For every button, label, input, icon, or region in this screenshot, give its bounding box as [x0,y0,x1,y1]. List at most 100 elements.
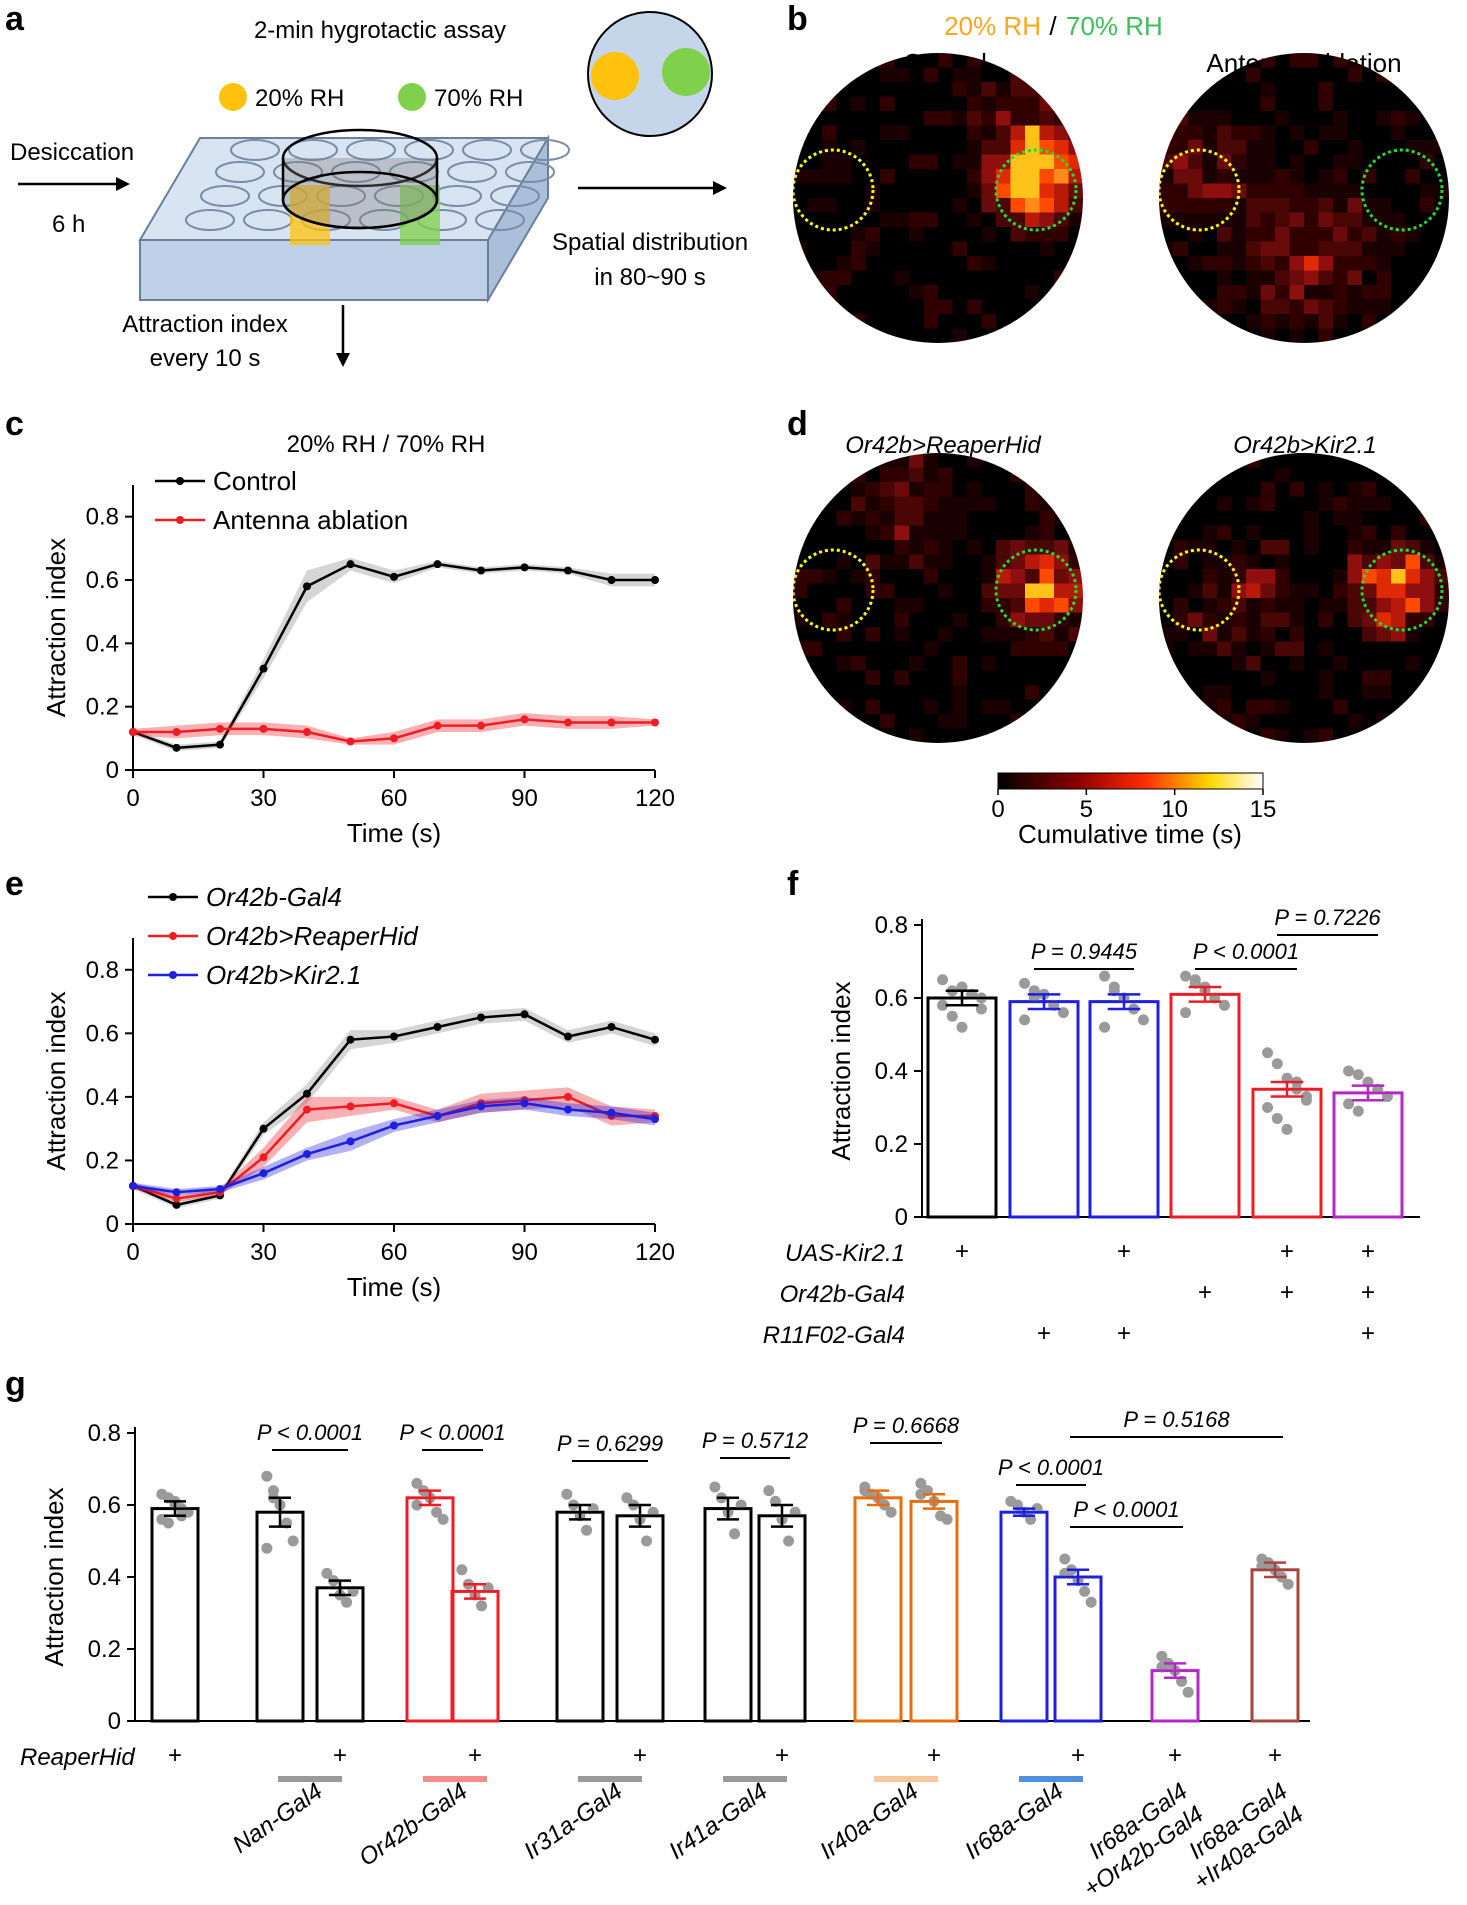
heatmap-cell [851,670,866,686]
heatmap-cell [1275,67,1290,83]
wet-zone-ring [1360,548,1444,632]
heatmap-cell [807,583,823,599]
heatmap-cell [1304,198,1319,213]
heatmap-cell [1159,656,1174,671]
heatmap-cell [1246,82,1261,97]
heatmap-cell [1391,453,1406,468]
heatmap-cell [894,583,910,599]
heatmap-cell [952,685,968,700]
heatmap-cell [1275,140,1290,155]
heatmap-cell [807,314,823,329]
heatmap-cell [1289,685,1305,700]
heatmap-cell [1405,583,1421,599]
well-icon [475,209,525,231]
data-point [411,1477,423,1489]
heatmap-cell [1318,627,1334,642]
data-point [172,1188,181,1197]
heatmap-cell [836,525,852,541]
heatmap-cell [1362,641,1377,657]
heatmap-cell [1188,82,1203,97]
heatmap-cell [1231,256,1247,271]
x-tick-label: 90 [511,785,538,812]
heatmap-cell [1304,111,1319,126]
heatmap-cell [1246,569,1261,584]
reaper-mark: + [1168,1742,1182,1769]
heatmap-cell [1275,699,1290,715]
heatmap-cell [1159,670,1174,686]
heatmap-cell [909,140,924,155]
heatmap-cell [1054,198,1069,213]
heatmap-cell [1231,111,1247,126]
heatmap-cell [996,285,1011,300]
heatmap-cell [1260,227,1276,242]
heatmap-cell [1068,111,1083,126]
heatmap-cell [1068,270,1083,286]
heatmap-cell [836,328,852,343]
data-point [1059,1553,1071,1565]
heatmap-cell [1405,641,1421,657]
heatmap-cell [1391,125,1406,141]
heatmap-cell [1304,670,1319,686]
heatmap-cell [1289,328,1305,343]
heatmap-cell [1231,554,1247,570]
heatmap-cell [923,554,939,570]
heatmap-cell [909,82,924,97]
heatmap-cell [1362,82,1377,97]
heatmap-cell [793,496,808,512]
heatmap-cell [1217,714,1232,729]
heatmap-cell [1275,612,1290,628]
heatmap-cell [1202,314,1218,329]
heatmap-cell [1376,96,1392,112]
bar [1332,1091,1404,1219]
heatmap-cell [822,496,837,512]
heatmap-cell [1275,53,1290,68]
heatmap-cell [938,198,953,213]
heatmap-cell [851,299,866,315]
data-point [1343,1065,1355,1077]
heatmap-cell [1173,685,1189,700]
heatmap-cell [1362,314,1377,329]
heatmap-cell [938,482,953,497]
heatmap-cell [1434,627,1449,642]
heatmap-cell [1260,140,1276,155]
heatmap-cell [1260,111,1276,126]
heatmap-cell [1304,212,1319,228]
heatmap-cell [793,627,808,642]
heatmap-cell [1333,227,1348,242]
bar [1088,1000,1160,1219]
data-point [303,1105,311,1114]
heatmap-cell [1039,285,1055,300]
heatmap-cell [1376,641,1392,657]
heatmap-cell [1217,685,1232,700]
heatmap-cell [1333,299,1348,315]
heatmap-cell [938,96,953,112]
heatmap-cell [1405,53,1421,68]
heatmap-cell [865,111,881,126]
heatmap-cell [938,583,953,599]
bar [703,1507,753,1723]
heatmap-cell [807,641,823,657]
heatmap-cell [1188,256,1203,271]
heatmap-cell [1039,82,1055,97]
heatmap-cell [880,511,895,526]
heatmap-cell [938,728,953,743]
genotype-mark: + [955,1238,969,1265]
data-point [321,1567,333,1579]
data-point [431,1506,443,1518]
heatmap-cell [923,169,939,184]
heatmap-cell [1391,328,1406,343]
heatmap-cell [807,467,823,483]
heatmap-cell [1260,714,1276,729]
heatmap-cell [1275,540,1290,555]
heatmap-cell [836,656,852,671]
data-point [607,1108,616,1117]
heatmap-cell [1275,714,1290,729]
heatmap-cell [1246,627,1261,642]
data-point [411,1499,423,1511]
heatmap-cell [1289,270,1305,286]
heatmap-cell [1054,256,1069,271]
data-point [172,1194,181,1203]
heatmap-cell [1217,569,1232,584]
heatmap-cell [1333,140,1348,155]
